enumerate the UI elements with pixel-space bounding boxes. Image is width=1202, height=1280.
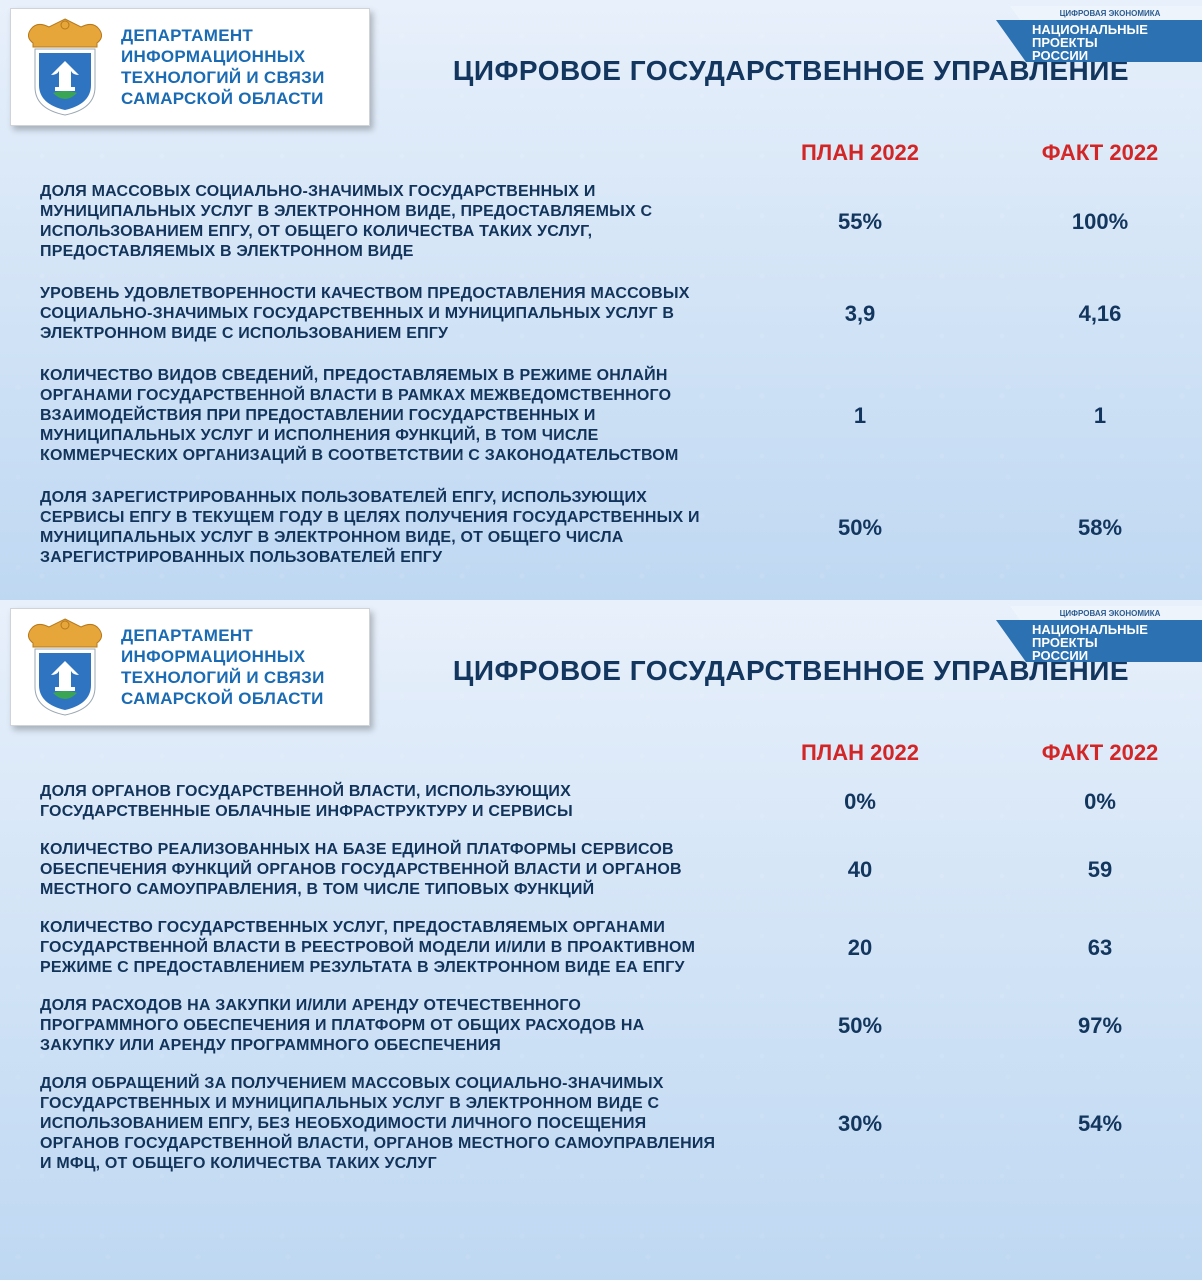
metric-plan: 40 xyxy=(760,857,960,883)
metric-fact: 1 xyxy=(1000,403,1200,429)
metric-row: ДОЛЯ ЗАРЕГИСТРИРОВАННЫХ ПОЛЬЗОВАТЕЛЕЙ ЕП… xyxy=(40,488,1162,568)
dept-line: САМАРСКОЙ ОБЛАСТИ xyxy=(121,88,325,109)
metric-row: ДОЛЯ РАСХОДОВ НА ЗАКУПКИ И/ИЛИ АРЕНДУ ОТ… xyxy=(40,996,1162,1056)
slide-1: ДЕПАРТАМЕНТ ИНФОРМАЦИОННЫХ ТЕХНОЛОГИЙ И … xyxy=(0,0,1202,600)
np-line: РОССИИ xyxy=(1032,648,1088,662)
department-box: ДЕПАРТАМЕНТ ИНФОРМАЦИОННЫХ ТЕХНОЛОГИЙ И … xyxy=(10,608,370,726)
metric-row: КОЛИЧЕСТВО ВИДОВ СВЕДЕНИЙ, ПРЕДОСТАВЛЯЕМ… xyxy=(40,366,1162,466)
metric-row: ДОЛЯ ОБРАЩЕНИЙ ЗА ПОЛУЧЕНИЕМ МАССОВЫХ СО… xyxy=(40,1074,1162,1174)
metric-fact: 58% xyxy=(1000,515,1200,541)
department-name: ДЕПАРТАМЕНТ ИНФОРМАЦИОННЫХ ТЕХНОЛОГИЙ И … xyxy=(121,25,325,110)
metric-row: УРОВЕНЬ УДОВЛЕТВОРЕННОСТИ КАЧЕСТВОМ ПРЕД… xyxy=(40,284,1162,344)
metric-row: ДОЛЯ ОРГАНОВ ГОСУДАРСТВЕННОЙ ВЛАСТИ, ИСП… xyxy=(40,782,1162,822)
dept-line: ТЕХНОЛОГИЙ И СВЯЗИ xyxy=(121,67,325,88)
metric-row: КОЛИЧЕСТВО РЕАЛИЗОВАННЫХ НА БАЗЕ ЕДИНОЙ … xyxy=(40,840,1162,900)
columns-header: ПЛАН 2022 ФАКТ 2022 xyxy=(0,130,1202,176)
rows-1: ДОЛЯ МАССОВЫХ СОЦИАЛЬНО-ЗНАЧИМЫХ ГОСУДАР… xyxy=(0,176,1202,600)
coat-of-arms-icon xyxy=(19,617,111,717)
rows-2: ДОЛЯ ОРГАНОВ ГОСУДАРСТВЕННОЙ ВЛАСТИ, ИСП… xyxy=(0,776,1202,1212)
np-line: РОССИИ xyxy=(1032,48,1088,62)
slide-2: ДЕПАРТАМЕНТ ИНФОРМАЦИОННЫХ ТЕХНОЛОГИЙ И … xyxy=(0,600,1202,1280)
metric-label: ДОЛЯ ОРГАНОВ ГОСУДАРСТВЕННОЙ ВЛАСТИ, ИСП… xyxy=(40,782,720,822)
dept-line: САМАРСКОЙ ОБЛАСТИ xyxy=(121,688,325,709)
department-box: ДЕПАРТАМЕНТ ИНФОРМАЦИОННЫХ ТЕХНОЛОГИЙ И … xyxy=(10,8,370,126)
columns-header: ПЛАН 2022 ФАКТ 2022 xyxy=(0,730,1202,776)
metric-fact: 0% xyxy=(1000,789,1200,815)
header: ДЕПАРТАМЕНТ ИНФОРМАЦИОННЫХ ТЕХНОЛОГИЙ И … xyxy=(0,600,1202,730)
metric-label: ДОЛЯ ОБРАЩЕНИЙ ЗА ПОЛУЧЕНИЕМ МАССОВЫХ СО… xyxy=(40,1074,720,1174)
dept-line: ИНФОРМАЦИОННЫХ xyxy=(121,646,325,667)
metric-label: ДОЛЯ ЗАРЕГИСТРИРОВАННЫХ ПОЛЬЗОВАТЕЛЕЙ ЕП… xyxy=(40,488,720,568)
header: ДЕПАРТАМЕНТ ИНФОРМАЦИОННЫХ ТЕХНОЛОГИЙ И … xyxy=(0,0,1202,130)
metric-label: ДОЛЯ РАСХОДОВ НА ЗАКУПКИ И/ИЛИ АРЕНДУ ОТ… xyxy=(40,996,720,1056)
metric-fact: 59 xyxy=(1000,857,1200,883)
national-projects-badge: ЦИФРОВАЯ ЭКОНОМИКА НАЦИОНАЛЬНЫЕ ПРОЕКТЫ … xyxy=(992,606,1202,662)
metric-fact: 100% xyxy=(1000,209,1200,235)
metric-fact: 63 xyxy=(1000,935,1200,961)
coat-of-arms-icon xyxy=(19,17,111,117)
np-top-text: ЦИФРОВАЯ ЭКОНОМИКА xyxy=(1060,9,1161,18)
fact-header: ФАКТ 2022 xyxy=(1000,740,1200,766)
metric-plan: 0% xyxy=(760,789,960,815)
metric-label: УРОВЕНЬ УДОВЛЕТВОРЕННОСТИ КАЧЕСТВОМ ПРЕД… xyxy=(40,284,720,344)
fact-header: ФАКТ 2022 xyxy=(1000,140,1200,166)
np-top-text: ЦИФРОВАЯ ЭКОНОМИКА xyxy=(1060,609,1161,618)
metric-plan: 20 xyxy=(760,935,960,961)
metric-fact: 97% xyxy=(1000,1013,1200,1039)
metric-fact: 4,16 xyxy=(1000,301,1200,327)
national-projects-badge: ЦИФРОВАЯ ЭКОНОМИКА НАЦИОНАЛЬНЫЕ ПРОЕКТЫ … xyxy=(992,6,1202,62)
metric-label: КОЛИЧЕСТВО РЕАЛИЗОВАННЫХ НА БАЗЕ ЕДИНОЙ … xyxy=(40,840,720,900)
metric-plan: 3,9 xyxy=(760,301,960,327)
dept-line: ИНФОРМАЦИОННЫХ xyxy=(121,46,325,67)
metric-label: КОЛИЧЕСТВО ВИДОВ СВЕДЕНИЙ, ПРЕДОСТАВЛЯЕМ… xyxy=(40,366,720,466)
metric-plan: 50% xyxy=(760,1013,960,1039)
metric-row: ДОЛЯ МАССОВЫХ СОЦИАЛЬНО-ЗНАЧИМЫХ ГОСУДАР… xyxy=(40,182,1162,262)
plan-header: ПЛАН 2022 xyxy=(760,740,960,766)
metric-plan: 1 xyxy=(760,403,960,429)
dept-line: ДЕПАРТАМЕНТ xyxy=(121,25,325,46)
metric-plan: 50% xyxy=(760,515,960,541)
department-name: ДЕПАРТАМЕНТ ИНФОРМАЦИОННЫХ ТЕХНОЛОГИЙ И … xyxy=(121,625,325,710)
plan-header: ПЛАН 2022 xyxy=(760,140,960,166)
metric-plan: 30% xyxy=(760,1111,960,1137)
metric-label: КОЛИЧЕСТВО ГОСУДАРСТВЕННЫХ УСЛУГ, ПРЕДОС… xyxy=(40,918,720,978)
metric-plan: 55% xyxy=(760,209,960,235)
metric-label: ДОЛЯ МАССОВЫХ СОЦИАЛЬНО-ЗНАЧИМЫХ ГОСУДАР… xyxy=(40,182,720,262)
metric-fact: 54% xyxy=(1000,1111,1200,1137)
dept-line: ТЕХНОЛОГИЙ И СВЯЗИ xyxy=(121,667,325,688)
metric-row: КОЛИЧЕСТВО ГОСУДАРСТВЕННЫХ УСЛУГ, ПРЕДОС… xyxy=(40,918,1162,978)
dept-line: ДЕПАРТАМЕНТ xyxy=(121,625,325,646)
